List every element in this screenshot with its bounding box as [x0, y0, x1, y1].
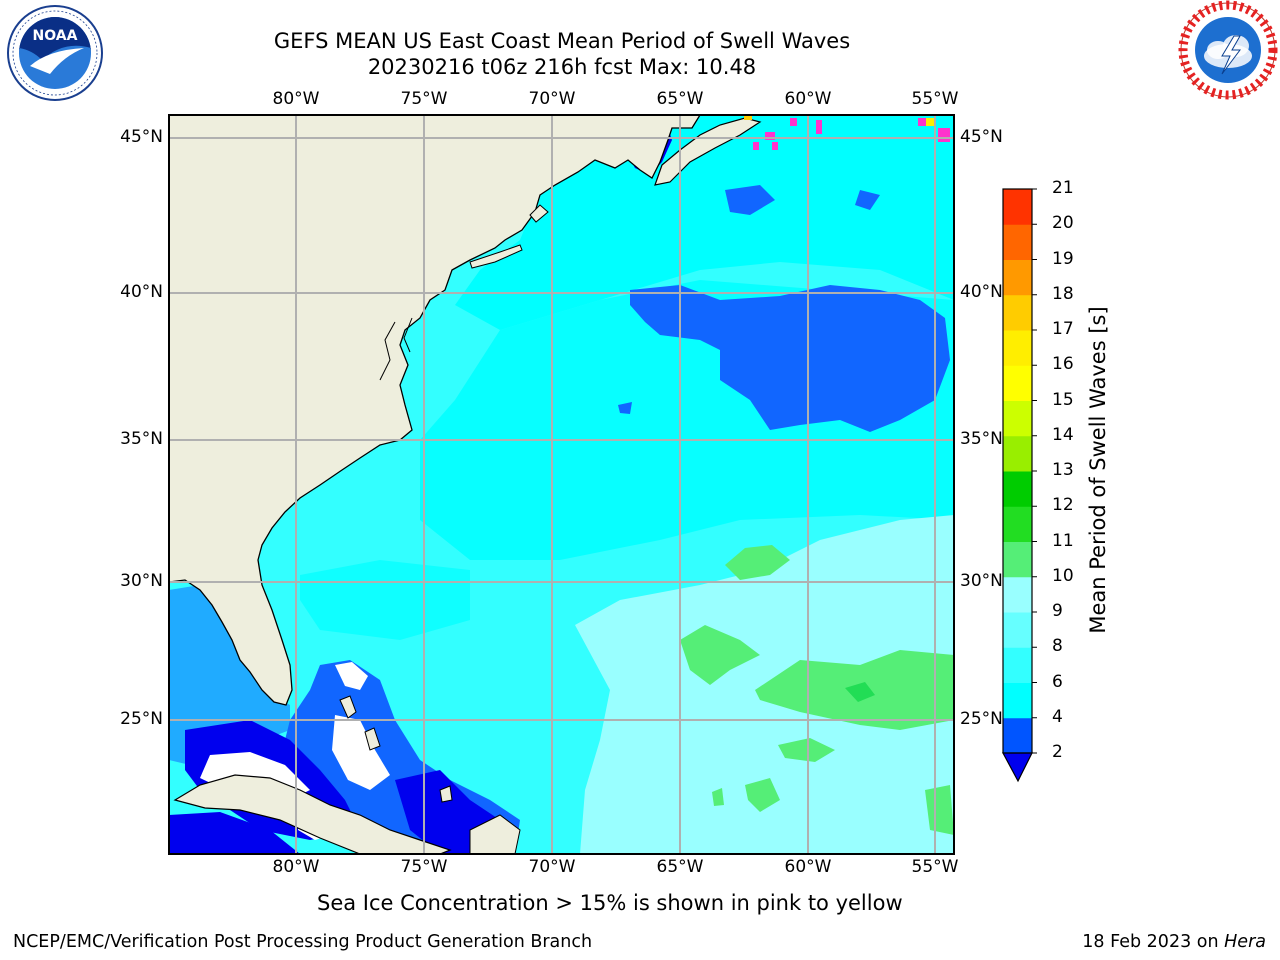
lon-label-top: 55°W	[911, 89, 959, 109]
colorbar-segment	[1003, 506, 1032, 542]
colorbar-tick-label: 14	[1052, 424, 1074, 445]
colorbar-segment	[1003, 717, 1032, 754]
lon-label-bottom: 65°W	[656, 857, 704, 877]
footer-machine: Hera	[1224, 932, 1266, 952]
colorbar-tick-label: 6	[1052, 671, 1063, 692]
colorbar-tick-label: 10	[1052, 565, 1074, 586]
colorbar-segment	[1003, 471, 1032, 507]
noaa-logo: NOAA	[7, 5, 103, 101]
sea-ice-marker	[744, 115, 752, 120]
colorbar	[1001, 188, 1037, 783]
sea-ice-marker	[772, 142, 778, 150]
colorbar-under-triangle	[1001, 752, 1033, 783]
lon-label-bottom: 80°W	[272, 857, 320, 877]
colorbar-tick-label: 19	[1052, 248, 1074, 269]
map-frame	[168, 114, 955, 855]
colorbar-tick-label: 8	[1052, 636, 1063, 657]
colorbar-segment	[1003, 189, 1032, 225]
sea-ice-marker	[753, 142, 759, 150]
lon-label-bottom: 60°W	[784, 857, 832, 877]
footer-credit: NCEP/EMC/Verification Post Processing Pr…	[13, 932, 593, 952]
sea-ice-marker	[918, 118, 926, 126]
colorbar-tick-label: 13	[1052, 460, 1074, 480]
lat-label-right: 40°N	[960, 282, 1003, 302]
lon-label-top: 75°W	[400, 89, 448, 109]
colorbar-tick-label: 11	[1052, 530, 1074, 551]
colorbar-tick-label: 12	[1052, 495, 1074, 516]
colorbar-segment	[1003, 224, 1032, 260]
colorbar-segment	[1003, 576, 1032, 613]
lon-label-bottom: 55°W	[911, 857, 959, 877]
colorbar-segment	[1003, 259, 1032, 296]
colorbar-tick-label: 9	[1052, 601, 1063, 621]
colorbar-segment	[1003, 612, 1032, 648]
lon-label-top: 65°W	[656, 89, 704, 109]
lon-label-bottom: 70°W	[528, 857, 576, 877]
colorbar-segment	[1003, 541, 1032, 578]
chart-title: GEFS MEAN US East Coast Mean Period of S…	[273, 29, 851, 53]
sea-ice-marker	[790, 118, 797, 126]
colorbar-tick-label: 2	[1052, 742, 1063, 762]
lon-label-top: 80°W	[272, 89, 320, 109]
colorbar-segment	[1003, 330, 1032, 366]
cuba-land	[173, 774, 452, 854]
footer-date: 18 Feb 2023 on Hera	[1082, 932, 1266, 952]
lat-label-right: 45°N	[960, 127, 1003, 147]
swell-period-map	[168, 114, 955, 855]
colorbar-segment	[1003, 294, 1032, 331]
ocean-band-4-6-south	[300, 560, 470, 640]
ocean-band-9-10-a	[725, 545, 790, 580]
lon-label-top: 70°W	[528, 89, 576, 109]
colorbar-segment	[1003, 400, 1032, 437]
sea-ice-marker	[938, 128, 950, 142]
sea-ice-marker	[816, 120, 822, 134]
colorbar-tick-label: 20	[1052, 213, 1074, 234]
ocean-band-2-4-northeast	[630, 285, 950, 432]
lat-label-left: 35°N	[120, 429, 163, 449]
sea-ice-marker	[765, 132, 775, 140]
graticule	[169, 115, 954, 854]
colorbar-tick-label: 4	[1052, 706, 1063, 727]
no-data-bahamas	[332, 715, 390, 790]
colorbar-tick-label: 18	[1052, 283, 1074, 304]
ocean-band-9-10-b	[680, 625, 760, 685]
colorbar-label: Mean Period of Swell Waves [s]	[1086, 306, 1110, 634]
nws-logo	[1178, 0, 1278, 100]
colorbar-segment	[1003, 365, 1032, 401]
footer-date-text: 18 Feb 2023 on	[1082, 932, 1225, 952]
sea-ice-marker	[926, 118, 934, 126]
colorbar-tick-label: 15	[1052, 389, 1074, 410]
lat-label-right: 30°N	[960, 571, 1003, 591]
colorbar-tick-label: 16	[1052, 354, 1074, 375]
lat-label-left: 25°N	[120, 709, 163, 729]
colorbar-tick-label: 17	[1052, 319, 1074, 339]
north-america-land	[169, 115, 701, 706]
lat-label-left: 40°N	[120, 282, 163, 302]
lat-label-left: 30°N	[120, 571, 163, 591]
colorbar-tick-label: 21	[1052, 178, 1074, 198]
colorbar-segment	[1003, 682, 1032, 719]
lon-label-top: 60°W	[784, 89, 832, 109]
svg-text:NOAA: NOAA	[33, 28, 78, 44]
lat-label-right: 35°N	[960, 429, 1003, 449]
colorbar-segment	[1003, 647, 1032, 683]
colorbar-segment	[1003, 435, 1032, 472]
lon-label-bottom: 75°W	[400, 857, 448, 877]
sea-ice-caption: Sea Ice Concentration > 15% is shown in …	[317, 891, 903, 915]
chart-subtitle: 20230216 t06z 216h fcst Max: 10.48	[367, 55, 757, 79]
lat-label-left: 45°N	[120, 127, 163, 147]
lat-label-right: 25°N	[960, 709, 1003, 729]
